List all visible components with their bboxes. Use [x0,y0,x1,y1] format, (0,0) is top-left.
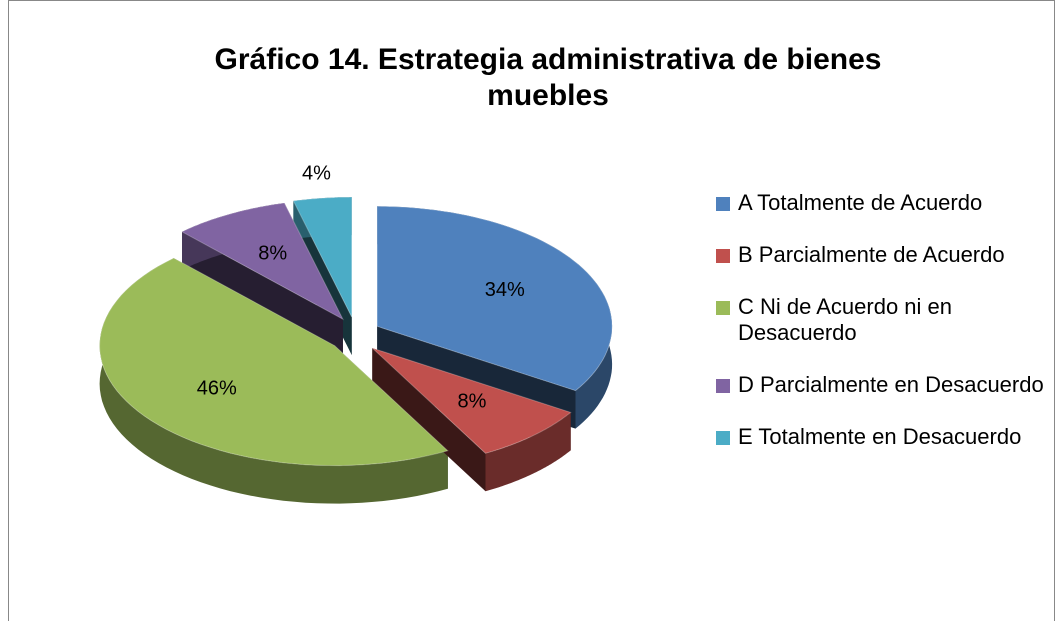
data-label: 8% [258,242,287,264]
legend-label: A Totalmente de Acuerdo [738,190,983,215]
legend-entry: B Parcialmente de Acuerdo [716,242,1046,268]
slice [292,196,353,318]
data-label: 34% [485,279,525,301]
legend-entry: D Parcialmente en Desacuerdo [716,372,1046,398]
legend-swatch [716,249,730,263]
legend-label: B Parcialmente de Acuerdo [738,242,1005,267]
legend-swatch [716,301,730,315]
chart-frame [8,0,1055,621]
data-label: 8% [458,391,487,413]
legend-swatch [716,379,730,393]
slice-wall [182,231,343,358]
legend-swatch [716,431,730,445]
slice-rim [485,412,571,492]
legend-entry: A Totalmente de Acuerdo [716,190,1046,216]
chart-title: Gráfico 14. Estrategia administrativa de… [214,43,882,112]
legend-label: D Parcialmente en Desacuerdo [738,372,1044,397]
legend-entry: C Ni de Acuerdo ni en Desacuerdo [716,294,1046,346]
legend: A Totalmente de Acuerdo B Parcialmente de… [716,190,1046,476]
data-label: 4% [302,163,331,185]
data-label: 46% [197,378,237,400]
slice [376,205,613,392]
legend-label: C Ni de Acuerdo ni en Desacuerdo [738,294,953,345]
slice [371,347,572,454]
slice-rim [99,258,448,504]
legend-label: E Totalmente en Desacuerdo [738,424,1022,449]
legend-swatch [716,197,730,211]
slice [99,257,449,467]
legend-entry: E Totalmente en Desacuerdo [716,424,1046,450]
slice-wall [372,348,486,492]
slice [180,202,345,321]
